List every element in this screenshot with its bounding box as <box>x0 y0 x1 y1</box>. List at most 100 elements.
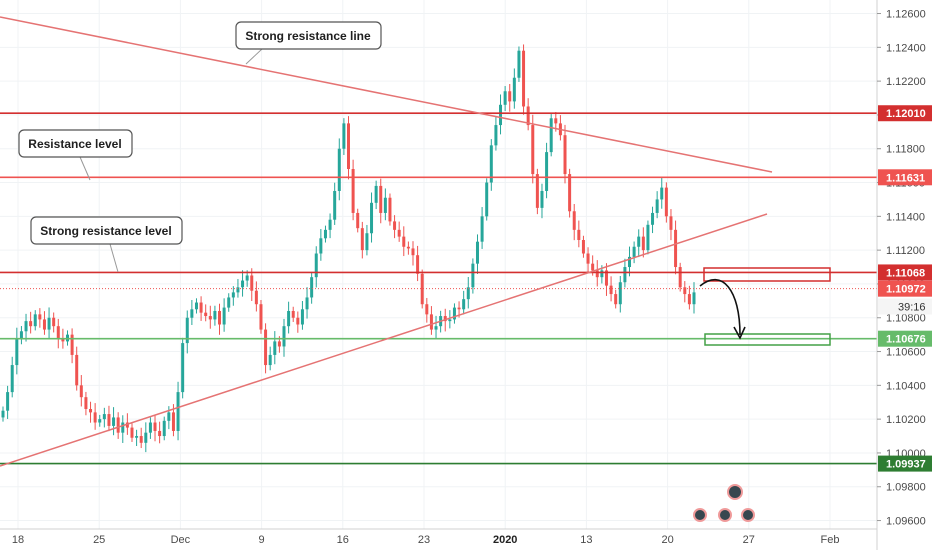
candle-body <box>651 212 655 225</box>
candle-body <box>102 414 106 420</box>
candle-body <box>383 197 387 213</box>
x-tick-label: 13 <box>580 534 592 546</box>
candle-body <box>98 419 102 423</box>
candle-body <box>420 273 424 305</box>
candle-body <box>637 236 641 247</box>
candle-body <box>517 50 521 78</box>
x-tick-label: 20 <box>661 534 673 546</box>
event-marker-icon <box>727 484 743 500</box>
price-badge-label: 1.11631 <box>886 172 925 184</box>
candle-body <box>314 253 318 278</box>
candle-body <box>218 310 222 325</box>
candle-body <box>632 246 636 257</box>
price-badge-label: 1.12010 <box>886 108 926 120</box>
candle-body <box>70 334 74 355</box>
strong-resistance-trendline <box>0 16 773 173</box>
candle-body <box>480 216 484 242</box>
candle-body <box>227 297 231 308</box>
candle-body <box>148 422 152 433</box>
candle-body <box>6 392 10 411</box>
x-tick-label: 9 <box>259 534 265 546</box>
candle-body <box>604 270 608 286</box>
y-tick-label: 1.11400 <box>886 211 925 223</box>
candle-body <box>194 302 198 310</box>
candle-body <box>397 229 401 237</box>
candle-body <box>360 228 364 251</box>
candle-body <box>282 326 286 347</box>
grid <box>0 0 877 529</box>
candle-body <box>333 190 337 220</box>
candle-body <box>434 326 438 330</box>
candle-body <box>379 185 383 213</box>
candle-body <box>494 125 498 146</box>
x-tick-label: 25 <box>93 534 105 546</box>
candle-body <box>116 417 120 433</box>
candle-body <box>393 221 397 230</box>
candle-body <box>471 263 475 288</box>
candle-body <box>38 314 42 320</box>
candle-body <box>443 316 447 322</box>
candles <box>1 44 696 453</box>
event-marker-icon <box>718 508 732 522</box>
candle-body <box>347 123 350 170</box>
candle-body <box>342 123 346 149</box>
candle-body <box>181 343 185 393</box>
candle-body <box>213 310 217 320</box>
y-tick-label: 1.11800 <box>886 144 925 156</box>
candle-body <box>526 106 530 126</box>
x-tick-label: Dec <box>171 534 191 546</box>
candle-body <box>356 212 360 229</box>
candle-body <box>628 256 632 268</box>
candle-body <box>268 354 272 366</box>
candle-body <box>130 427 134 438</box>
candle-body <box>586 253 590 264</box>
candle-body <box>204 312 208 317</box>
candle-body <box>365 233 369 251</box>
candle-body <box>52 317 56 327</box>
y-tick-label: 1.10800 <box>886 313 926 325</box>
candle-body <box>199 302 203 313</box>
candle-body <box>328 219 332 230</box>
candle-body <box>402 236 406 247</box>
price-badge <box>878 280 932 297</box>
candle-body <box>310 277 314 298</box>
candle-body <box>158 430 162 437</box>
candle-body <box>678 267 682 288</box>
candle-body <box>264 329 268 366</box>
candle-body <box>646 224 650 251</box>
candle-body <box>47 317 51 330</box>
ascending-support-trendline <box>0 213 768 467</box>
projection-arrowhead <box>733 326 746 340</box>
candle-body <box>563 135 567 175</box>
price-badge-label: 1.10972 <box>886 284 926 296</box>
candle-body <box>19 331 23 339</box>
event-markers <box>693 484 755 522</box>
candle-body <box>466 287 470 300</box>
candle-body <box>236 287 240 293</box>
price-level-lines <box>0 112 877 465</box>
candle-body <box>618 282 622 305</box>
candle-body <box>125 422 129 428</box>
x-tick-label: 2020 <box>493 534 517 546</box>
candle-body <box>351 169 355 213</box>
x-tick-label: 18 <box>12 534 24 546</box>
candle-body <box>692 292 696 305</box>
candle-body <box>448 319 452 322</box>
callout-strong-resistance-level: Strong resistance level <box>30 216 183 273</box>
candle-body <box>462 299 466 310</box>
candle-body <box>591 263 595 271</box>
candle-body <box>254 290 258 305</box>
candle-body <box>291 310 295 318</box>
candle-body <box>457 307 461 310</box>
candle-body <box>89 409 93 413</box>
candle-body <box>664 187 668 217</box>
candle-body <box>545 152 549 191</box>
y-tick-label: 1.12200 <box>886 76 926 88</box>
candle-body <box>669 216 673 230</box>
candle-body <box>674 229 678 268</box>
callout-text: Resistance level <box>28 137 121 151</box>
candle-body <box>79 385 83 398</box>
candle-body <box>568 174 572 212</box>
price-badge <box>878 455 932 472</box>
